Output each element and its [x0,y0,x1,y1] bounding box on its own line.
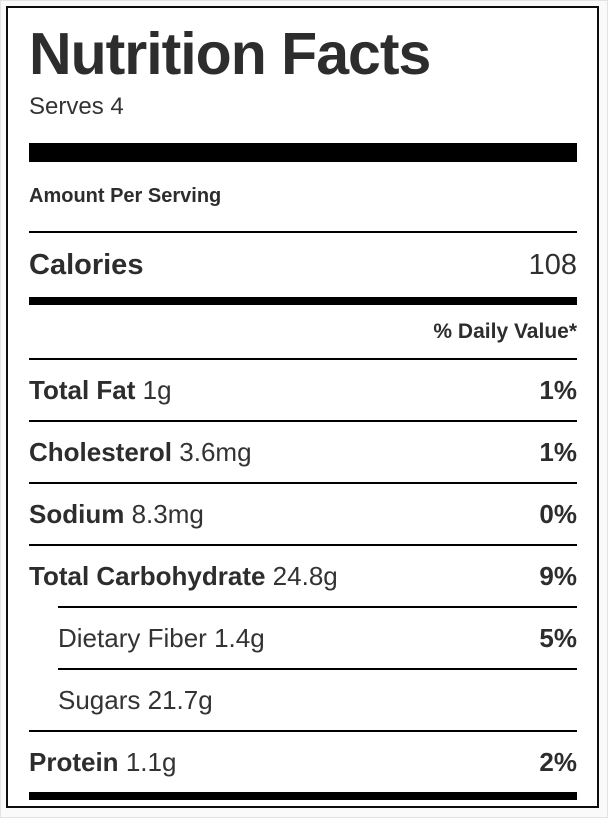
thick-divider-top [29,143,577,162]
nutrient-row-sugars: Sugars 21.7g [58,668,577,730]
nutrient-name: Protein [29,747,119,777]
nutrient-text: Sodium 8.3mg [29,497,204,531]
nutrient-text: Sugars 21.7g [58,683,213,717]
nutrient-amount: 8.3mg [131,499,204,529]
nutrient-daily-value: 1% [539,437,577,467]
nutrient-daily-value: 1% [539,375,577,405]
calories-value: 108 [528,249,577,281]
nutrient-amount: 3.6mg [179,437,252,467]
nutrient-row-sodium: Sodium 8.3mg 0% [29,482,577,544]
nutrient-name: Sodium [29,499,125,529]
nutrient-daily-value: 9% [539,561,577,591]
nutrient-row-total-carbohydrate: Total Carbohydrate 24.8g 9% [29,544,577,606]
medium-divider [29,297,577,305]
nutrient-daily-value: 2% [539,747,577,777]
label-title: Nutrition Facts [29,21,431,87]
nutrient-name: Total Fat [29,375,136,405]
amount-per-serving-label: Amount Per Serving [29,185,222,207]
nutrient-amount: 21.7g [147,685,213,715]
daily-value-header: % Daily Value* [433,320,577,343]
nutrient-row-total-fat: Total Fat 1g 1% [29,358,577,420]
nutrient-daily-value: 0% [539,499,577,529]
calories-row: Calories 108 [29,231,577,297]
nutrient-row-protein: Protein 1.1g 2% [29,730,577,792]
nutrient-name: Cholesterol [29,437,173,467]
nutrient-name: Sugars [58,685,141,715]
nutrient-text: Dietary Fiber 1.4g [58,621,265,655]
nutrient-row-dietary-fiber: Dietary Fiber 1.4g 5% [58,606,577,668]
nutrient-amount: 1.4g [214,623,265,653]
nutrient-row-cholesterol: Cholesterol 3.6mg 1% [29,420,577,482]
nutrition-facts-label: Nutrition Facts Serves 4 Amount Per Serv… [6,6,599,808]
nutrient-amount: 1.1g [125,747,177,777]
nutrient-text: Total Carbohydrate 24.8g [29,559,338,593]
nutrient-text: Cholesterol 3.6mg [29,435,252,469]
nutrient-daily-value: 5% [539,623,577,653]
nutrient-amount: 1g [142,375,172,405]
nutrient-name: Dietary Fiber [58,623,207,653]
calories-label: Calories [29,249,144,281]
thick-divider-bottom [29,792,577,800]
nutrient-text: Total Fat 1g [29,373,172,407]
serving-info: Serves 4 [29,93,124,120]
nutrient-amount: 24.8g [272,561,338,591]
nutrient-text: Protein 1.1g [29,745,176,779]
nutrient-name: Total Carbohydrate [29,561,266,591]
